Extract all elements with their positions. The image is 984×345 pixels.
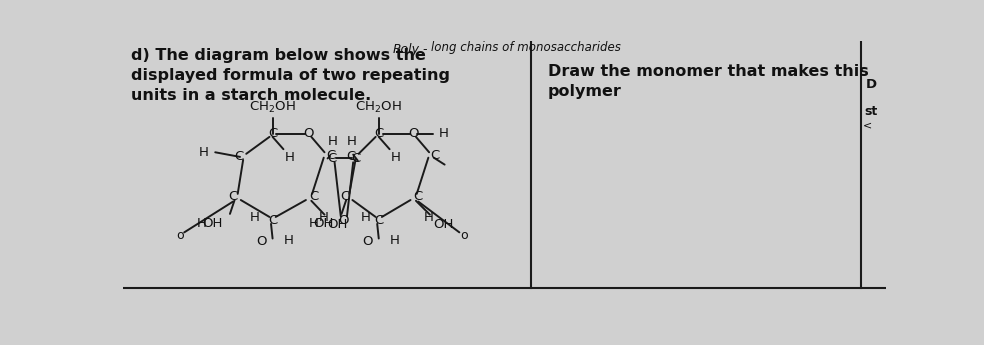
Text: H: H [424, 211, 434, 224]
Text: C: C [234, 150, 243, 164]
Text: H: H [197, 217, 207, 230]
Text: H: H [318, 211, 329, 224]
Text: o: o [176, 229, 183, 242]
Text: <: < [863, 121, 873, 131]
Text: d) The diagram below shows the
displayed formula of two repeating
units in a sta: d) The diagram below shows the displayed… [131, 48, 450, 104]
Text: O: O [304, 127, 314, 140]
Text: long chains of monosaccharides: long chains of monosaccharides [431, 41, 621, 55]
Text: C: C [326, 149, 336, 162]
Text: C: C [431, 149, 440, 162]
Text: C: C [268, 127, 277, 140]
Text: C: C [374, 127, 384, 140]
Text: D: D [866, 78, 877, 91]
Text: C: C [309, 190, 318, 204]
Text: C: C [346, 150, 355, 164]
Text: C: C [374, 214, 384, 227]
Text: C: C [268, 214, 277, 227]
Text: st: st [864, 105, 877, 118]
Text: H: H [390, 234, 400, 247]
Text: $\mathregular{CH_2OH}$: $\mathregular{CH_2OH}$ [355, 99, 402, 115]
Text: O: O [408, 127, 419, 140]
Text: $\mathregular{CH_2OH}$: $\mathregular{CH_2OH}$ [249, 99, 296, 115]
Text: C: C [413, 190, 423, 204]
Text: H: H [361, 211, 371, 224]
Text: H: H [199, 146, 209, 159]
Text: C: C [228, 190, 238, 204]
Text: H: H [392, 151, 401, 164]
Text: O: O [362, 235, 373, 248]
Text: H: H [249, 211, 259, 224]
Text: H: H [283, 234, 293, 247]
Text: H: H [285, 151, 295, 164]
Text: Poly -: Poly - [393, 43, 427, 56]
Text: C: C [340, 190, 349, 204]
Text: OH: OH [433, 218, 454, 231]
Text: H: H [439, 127, 449, 140]
Text: O: O [256, 235, 267, 248]
Text: OH: OH [314, 217, 334, 230]
Text: H: H [309, 217, 319, 230]
Text: OH: OH [328, 218, 348, 231]
Text: H: H [346, 135, 356, 148]
Text: C: C [328, 152, 337, 165]
Text: C: C [351, 152, 360, 165]
Text: o: o [461, 229, 467, 242]
Text: Draw the monomer that makes this: Draw the monomer that makes this [548, 65, 869, 79]
Text: O: O [338, 214, 349, 227]
Text: polymer: polymer [548, 84, 622, 99]
Text: H: H [328, 135, 338, 148]
Text: OH: OH [202, 217, 222, 230]
